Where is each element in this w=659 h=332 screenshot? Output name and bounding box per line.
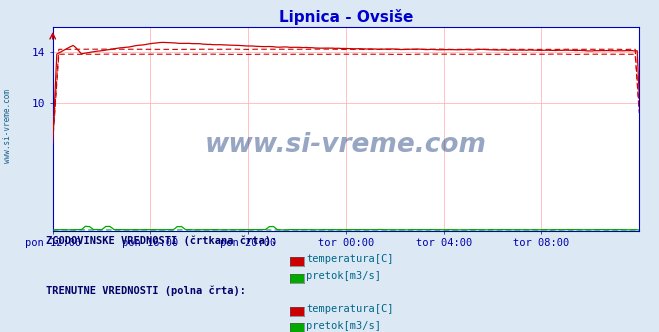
Text: pretok[m3/s]: pretok[m3/s] (306, 271, 382, 281)
Text: temperatura[C]: temperatura[C] (306, 254, 394, 264)
Text: TRENUTNE VREDNOSTI (polna črta):: TRENUTNE VREDNOSTI (polna črta): (46, 285, 246, 296)
Text: www.si-vreme.com: www.si-vreme.com (3, 89, 13, 163)
Text: pretok[m3/s]: pretok[m3/s] (306, 321, 382, 331)
Text: ZGODOVINSKE VREDNOSTI (črtkana črta):: ZGODOVINSKE VREDNOSTI (črtkana črta): (46, 235, 277, 246)
Text: temperatura[C]: temperatura[C] (306, 304, 394, 314)
Text: www.si-vreme.com: www.si-vreme.com (205, 132, 487, 158)
Title: Lipnica - Ovsiše: Lipnica - Ovsiše (279, 9, 413, 25)
